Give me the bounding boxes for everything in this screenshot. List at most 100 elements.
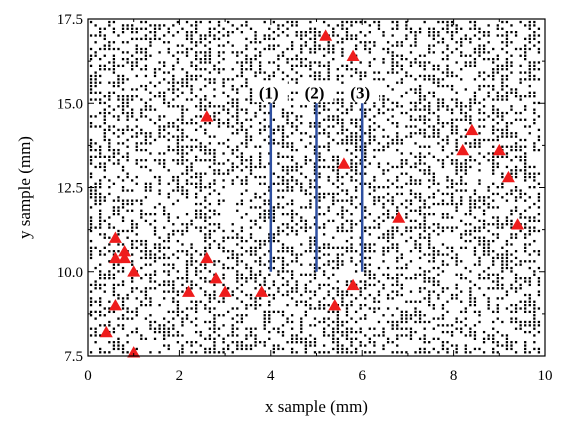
dot-point: [227, 310, 230, 314]
dot-point: [336, 324, 339, 327]
dot-point: [341, 297, 344, 300]
dot-point: [441, 71, 445, 74]
dot-point: [217, 212, 221, 216]
dot-point: [204, 34, 207, 37]
dot-point: [313, 31, 317, 34]
dot-point: [501, 34, 504, 37]
dot-point: [199, 216, 202, 219]
dot-point: [199, 253, 202, 256]
dot-point: [528, 277, 531, 280]
dot-point: [345, 320, 349, 324]
dot-point: [400, 327, 403, 330]
dot-point: [423, 206, 426, 209]
dot-point: [428, 226, 431, 229]
dot-point: [281, 189, 285, 192]
dot-point: [258, 128, 262, 132]
dot-point: [460, 27, 463, 30]
dot-point: [172, 317, 175, 320]
dot-point: [208, 54, 212, 57]
dot-point: [382, 273, 385, 276]
dot-point: [131, 246, 134, 249]
dot-point: [524, 246, 527, 249]
dot-point: [528, 61, 531, 64]
dot-point: [487, 253, 490, 256]
dot-point: [172, 74, 175, 78]
dot-point: [254, 239, 257, 243]
dot-point: [94, 41, 97, 44]
dot-point: [199, 105, 202, 108]
dot-point: [423, 226, 426, 229]
dot-point: [501, 41, 504, 44]
dot-point: [227, 344, 230, 347]
dot-point: [496, 68, 499, 71]
dot-point: [332, 287, 335, 290]
dot-point: [140, 199, 143, 202]
dot-point: [231, 165, 234, 169]
dot-point: [505, 78, 509, 81]
dot-point: [181, 84, 184, 88]
dot-point: [249, 64, 253, 68]
dot-point: [482, 155, 486, 158]
dot-point: [277, 250, 280, 253]
triangle-point: [127, 265, 141, 277]
dot-point: [354, 20, 358, 24]
dot-point: [112, 293, 116, 297]
dot-point: [172, 253, 175, 256]
dot-point: [391, 61, 394, 64]
x-tick-label: 6: [358, 368, 366, 384]
dot-point: [478, 145, 481, 148]
dot-point: [537, 135, 541, 138]
dot-point: [533, 239, 536, 243]
dot-point: [482, 57, 486, 61]
dot-point: [505, 74, 509, 78]
dot-point: [364, 145, 367, 148]
dot-point: [313, 243, 317, 246]
dot-point: [482, 246, 486, 249]
dot-point: [409, 337, 413, 340]
dot-point: [277, 273, 280, 276]
dot-point: [222, 105, 225, 108]
dot-point: [245, 135, 248, 138]
dot-point: [300, 31, 303, 34]
dot-point: [195, 159, 198, 162]
dot-point: [510, 209, 513, 212]
dot-point: [368, 162, 371, 165]
dot-point: [405, 24, 408, 27]
dot-point: [94, 142, 97, 145]
dot-point: [103, 27, 106, 30]
dot-point: [368, 138, 371, 142]
dot-point: [131, 98, 134, 101]
dot-point: [181, 310, 184, 314]
dot-point: [537, 196, 541, 199]
dot-point: [386, 307, 390, 310]
dot-point: [112, 57, 116, 61]
dot-point: [364, 256, 367, 260]
dot-point: [131, 135, 134, 138]
dot-point: [441, 212, 445, 216]
dot-point: [217, 142, 221, 145]
dot-point: [396, 165, 399, 169]
dot-point: [327, 179, 330, 182]
dot-point: [258, 341, 262, 344]
dot-point: [487, 337, 490, 340]
dot-point: [208, 182, 212, 185]
dot-point: [231, 179, 234, 182]
dot-point: [204, 199, 207, 202]
dot-point: [364, 351, 367, 354]
dot-point: [446, 71, 449, 74]
dot-point: [501, 145, 504, 148]
dot-point: [441, 344, 445, 347]
dot-point: [418, 317, 422, 320]
dot-point: [158, 243, 161, 246]
dot-point: [135, 307, 138, 310]
dot-point: [432, 256, 435, 260]
dot-point: [108, 236, 111, 239]
dot-point: [195, 186, 198, 189]
dot-point: [364, 287, 367, 290]
dot-point: [208, 27, 212, 30]
dot-point: [423, 162, 426, 165]
dot-point: [112, 108, 116, 111]
dot-point: [505, 61, 509, 64]
dot-point: [217, 260, 221, 263]
dot-point: [414, 162, 417, 165]
